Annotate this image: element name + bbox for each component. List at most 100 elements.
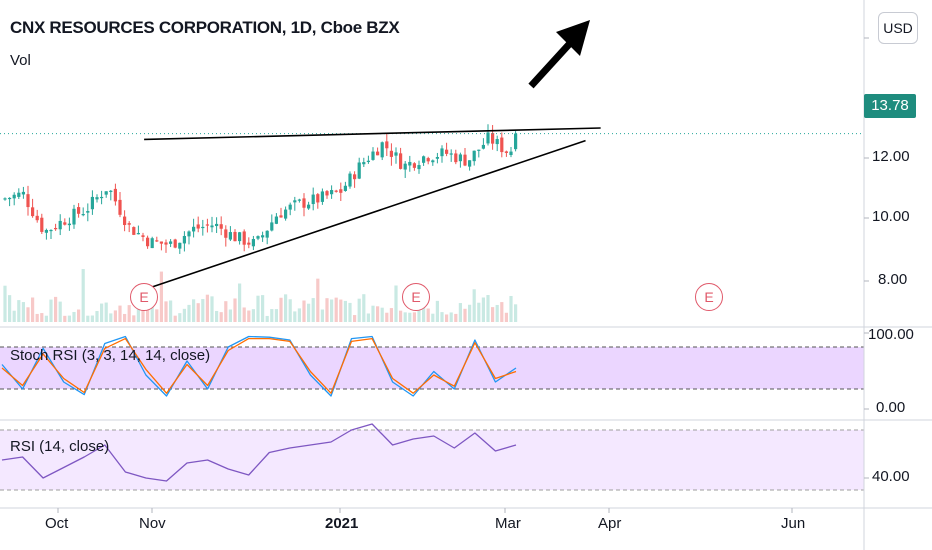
volume-bar bbox=[495, 304, 499, 322]
volume-bar bbox=[54, 296, 58, 322]
volume-bar bbox=[164, 301, 168, 322]
volume-bar bbox=[261, 295, 265, 322]
stoch-rsi-legend[interactable]: Stoch RSI (3, 3, 14, 14, close) bbox=[10, 347, 211, 364]
currency-button[interactable]: USD bbox=[878, 12, 918, 44]
rsi-legend[interactable]: RSI (14, close) bbox=[10, 438, 110, 455]
candle-body bbox=[265, 230, 269, 238]
volume-bar bbox=[31, 297, 35, 322]
candle-body bbox=[261, 235, 265, 238]
candle-body bbox=[463, 154, 467, 166]
candle-body bbox=[297, 199, 301, 201]
earnings-marker-apr[interactable]: E bbox=[695, 283, 723, 311]
volume-bar bbox=[412, 312, 416, 322]
candle-body bbox=[192, 226, 196, 232]
volume-bar bbox=[357, 298, 361, 322]
candle-body bbox=[146, 237, 150, 247]
candle-body bbox=[155, 240, 159, 242]
candle-body bbox=[224, 229, 228, 238]
candle-body bbox=[77, 207, 81, 214]
volume-bar bbox=[399, 310, 403, 322]
candle-body bbox=[173, 239, 177, 248]
candle-body bbox=[449, 153, 453, 155]
volume-bar bbox=[155, 309, 159, 322]
volume-bar bbox=[339, 299, 343, 322]
volume-bar bbox=[307, 303, 311, 322]
candle-body bbox=[182, 235, 186, 244]
volume-bar bbox=[320, 309, 324, 322]
candle-body bbox=[500, 137, 504, 153]
candle-body bbox=[127, 223, 131, 225]
volume-bar bbox=[481, 297, 485, 322]
trendline-resistance bbox=[144, 127, 601, 141]
x-tick-label: Mar bbox=[495, 515, 521, 532]
volume-bar bbox=[187, 304, 191, 322]
volume-bar bbox=[8, 295, 12, 322]
candle-body bbox=[123, 216, 127, 226]
candle-body bbox=[205, 224, 209, 226]
candle-body bbox=[343, 185, 347, 191]
volume-bar bbox=[440, 312, 444, 322]
volume-bar bbox=[205, 294, 209, 322]
candle-body bbox=[440, 148, 444, 157]
volume-bar bbox=[251, 309, 255, 322]
volume-bar bbox=[500, 302, 504, 322]
candle-body bbox=[86, 211, 90, 213]
volume-bar bbox=[274, 309, 278, 322]
candle-body bbox=[104, 191, 108, 195]
volume-bar bbox=[284, 294, 288, 322]
candle-body bbox=[251, 239, 255, 247]
candle-body bbox=[348, 173, 352, 187]
candle-body bbox=[353, 174, 357, 180]
volume-bar bbox=[514, 304, 518, 322]
candle-body bbox=[17, 192, 21, 197]
earnings-marker-jan[interactable]: E bbox=[402, 283, 430, 311]
candle-body bbox=[380, 142, 384, 158]
x-tick-label: Oct bbox=[45, 515, 69, 532]
volume-bar bbox=[403, 312, 407, 322]
volume-bar bbox=[334, 297, 338, 322]
volume-bar bbox=[371, 305, 375, 322]
candle-body bbox=[141, 235, 145, 237]
candle-body bbox=[81, 214, 85, 216]
candle-body bbox=[150, 238, 154, 249]
breakout-arrow-head bbox=[556, 20, 590, 56]
volume-bar bbox=[100, 303, 104, 322]
candle-body bbox=[408, 161, 412, 166]
volume-bar bbox=[288, 299, 292, 322]
volume-bar bbox=[169, 300, 173, 322]
candle-body bbox=[514, 133, 518, 150]
candle-body bbox=[426, 158, 430, 162]
volume-bar bbox=[417, 309, 421, 322]
volume-bar bbox=[77, 309, 81, 322]
volume-bar bbox=[215, 310, 219, 322]
candle-body bbox=[316, 194, 320, 203]
candle-body bbox=[113, 188, 117, 202]
candle-body bbox=[509, 151, 513, 156]
stoch-y-tick-label: 0.00 bbox=[876, 399, 906, 416]
candle-body bbox=[422, 156, 426, 163]
x-tick-label: Apr bbox=[598, 515, 622, 532]
candle-body bbox=[58, 220, 62, 230]
volume-bar bbox=[256, 295, 260, 322]
candle-body bbox=[132, 227, 136, 235]
candle-body bbox=[468, 160, 472, 167]
earnings-marker-oct[interactable]: E bbox=[130, 283, 158, 311]
volume-bar bbox=[44, 315, 48, 322]
candle-body bbox=[178, 242, 182, 249]
rsi-band-fill bbox=[0, 430, 864, 490]
volume-bar bbox=[146, 300, 150, 322]
volume-bar bbox=[178, 313, 182, 322]
y-tick-label: 12.00 bbox=[872, 148, 910, 165]
volume-bar bbox=[72, 311, 76, 322]
volume-bar bbox=[435, 300, 439, 322]
candle-body bbox=[35, 215, 39, 221]
candle-body bbox=[339, 189, 343, 193]
candle-body bbox=[109, 190, 113, 192]
candle-body bbox=[486, 132, 490, 144]
volume-bar bbox=[270, 309, 274, 322]
candle-body bbox=[169, 241, 173, 244]
candle-body bbox=[431, 160, 435, 163]
volume-bar bbox=[201, 299, 205, 322]
